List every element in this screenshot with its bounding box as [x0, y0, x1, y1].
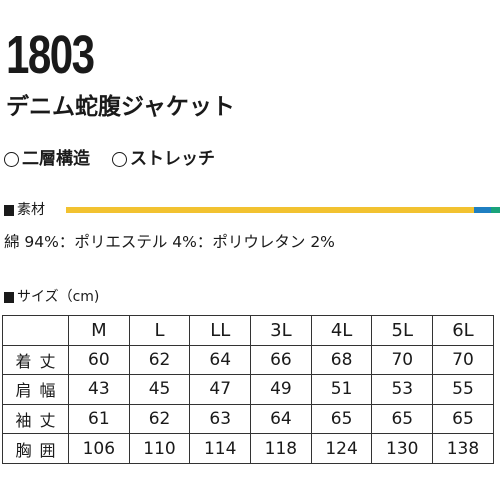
- feature-label: ストレッチ: [130, 149, 215, 169]
- material-composition-bar: [66, 207, 500, 213]
- table-cell: 64: [250, 403, 312, 435]
- material-bar-segment: [66, 207, 474, 213]
- table-cell: 118: [250, 433, 312, 464]
- table-cell: 130: [371, 433, 434, 464]
- product-code: 1803: [6, 25, 95, 85]
- feature-stretch: ストレッチ: [112, 149, 215, 169]
- size-header-row: M L LL 3L 4L 5L 6L: [2, 315, 494, 346]
- table-cell: 43: [68, 374, 130, 405]
- table-row: 胸囲 106 110 114 118 124 130 138: [2, 433, 494, 464]
- table-cell: 70: [371, 344, 434, 376]
- size-header-cell: 4L: [310, 315, 373, 346]
- circle-icon: [112, 151, 127, 167]
- table-row: 着丈 60 62 64 66 68 70 70: [2, 344, 494, 376]
- table-cell: 65: [310, 403, 373, 435]
- product-name: デニム蛇腹ジャケット: [6, 94, 235, 120]
- table-cell: 65: [371, 403, 434, 435]
- table-cell: 138: [432, 433, 494, 464]
- table-cell: 65: [432, 403, 494, 435]
- table-row: 肩幅 43 45 47 49 51 53 55: [2, 374, 494, 405]
- material-heading: 素材: [4, 202, 45, 218]
- material-heading-label: 素材: [17, 202, 45, 218]
- table-cell: 53: [371, 374, 434, 405]
- table-row: 袖丈 61 62 63 64 65 65 65: [2, 403, 494, 435]
- feature-two-layer: 二層構造: [4, 149, 90, 169]
- row-label: 肩幅: [2, 374, 69, 405]
- table-cell: 51: [310, 374, 373, 405]
- size-heading-label: サイズ（cm): [17, 289, 100, 305]
- row-label: 袖丈: [2, 403, 69, 435]
- circle-icon: [4, 151, 19, 167]
- table-cell: 49: [250, 374, 312, 405]
- table-cell: 62: [128, 403, 191, 435]
- square-bullet-icon: [4, 204, 14, 216]
- table-cell: 70: [432, 344, 494, 376]
- table-cell: 55: [432, 374, 494, 405]
- table-cell: 62: [128, 344, 191, 376]
- row-label: 着丈: [2, 344, 69, 376]
- size-header-cell: 3L: [250, 315, 312, 346]
- table-cell: 124: [310, 433, 373, 464]
- feature-label: 二層構造: [22, 149, 90, 169]
- table-cell: 110: [128, 433, 191, 464]
- size-header-cell: LL: [189, 315, 252, 346]
- table-cell: 60: [68, 344, 130, 376]
- table-cell: 64: [189, 344, 252, 376]
- table-cell: 114: [189, 433, 252, 464]
- table-cell: 63: [189, 403, 252, 435]
- size-header-cell: L: [128, 315, 191, 346]
- table-cell: 47: [189, 374, 252, 405]
- table-cell: 61: [68, 403, 130, 435]
- size-header-cell: 6L: [432, 315, 494, 346]
- table-cell: 45: [128, 374, 191, 405]
- table-cell: 66: [250, 344, 312, 376]
- feature-list: 二層構造 ストレッチ: [4, 149, 215, 169]
- size-header-cell: 5L: [371, 315, 434, 346]
- size-header-cell: M: [68, 315, 130, 346]
- table-corner: [2, 315, 69, 346]
- row-label: 胸囲: [2, 433, 69, 464]
- size-heading: サイズ（cm): [4, 289, 99, 305]
- material-composition-text: 綿 94%：ポリエステル 4%：ポリウレタン 2%: [4, 233, 335, 251]
- table-cell: 68: [310, 344, 373, 376]
- material-bar-segment: [473, 207, 492, 213]
- square-bullet-icon: [4, 291, 14, 303]
- size-table: M L LL 3L 4L 5L 6L 着丈 60 62 64 66 68 70 …: [2, 315, 494, 464]
- material-bar-segment: [491, 207, 500, 213]
- table-cell: 106: [68, 433, 130, 464]
